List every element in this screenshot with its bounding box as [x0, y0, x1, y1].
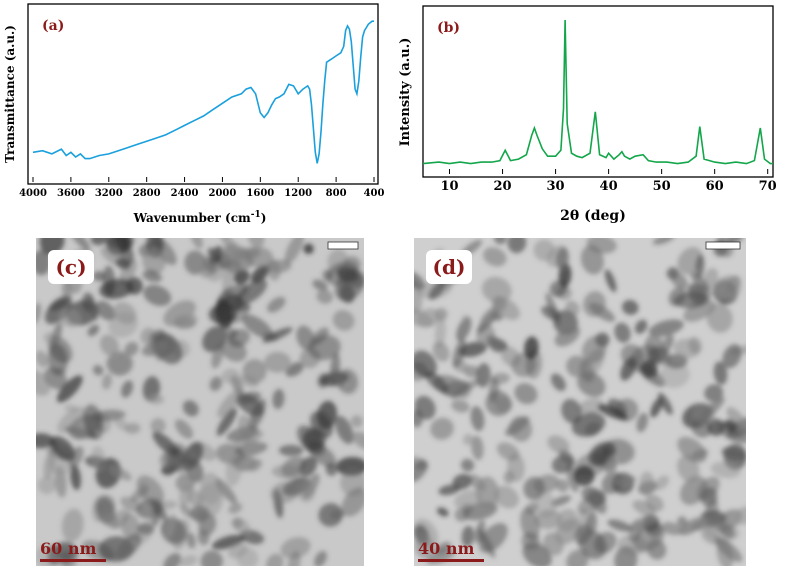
tem-image-c: (c) 60 nm: [25, 222, 375, 572]
ftir-chart: 4000 3600 3200 2800 2400 2000 1600 1200 800 400 (…: [3, 3, 384, 225]
xrd-series-line: [422, 19, 773, 165]
tem-micrograph-c: [25, 222, 375, 572]
ftir-x-tick-label: 2000: [209, 188, 237, 199]
scale-bar-label-d: 40 nm: [418, 539, 475, 558]
xrd-x-tick-label: 50: [653, 179, 671, 194]
ftir-x-tick-label: 1200: [284, 188, 312, 199]
panel-label-c: (c): [48, 250, 94, 284]
ftir-x-tick-label: 3600: [57, 188, 85, 199]
ftir-chart-panel: 4000 3600 3200 2800 2400 2000 1600 1200 800 400 (…: [0, 0, 393, 232]
xrd-x-tick-label: 70: [759, 179, 777, 194]
scale-bar-label-c: 60 nm: [40, 539, 97, 558]
ftir-x-tick-label: 3200: [95, 188, 123, 199]
mini-scale-box-c: [327, 241, 359, 250]
mini-scale-box-d: [705, 241, 741, 250]
xrd-x-tick-label: 10: [440, 179, 458, 194]
ftir-x-tick-label: 4000: [19, 188, 47, 199]
xrd-x-tick-label: 60: [706, 179, 724, 194]
ftir-x-tick-label: 2800: [133, 188, 161, 199]
xrd-x-tick-label: 40: [600, 179, 618, 194]
xrd-x-ticks: 10 20 30 40 50 60 70: [440, 169, 777, 194]
ftir-plot-frame: [27, 3, 379, 185]
ftir-x-tick-label: 1600: [246, 188, 274, 199]
ftir-x-axis-label: Wavenumber (cm-1): [133, 210, 267, 225]
ftir-x-ticks: 4000 3600 3200 2800 2400 2000 1600 1200 800 400: [19, 177, 384, 199]
tem-micrograph-d: [401, 231, 760, 572]
ftir-x-tick-label: 800: [326, 188, 347, 199]
scale-bar-d: [418, 559, 484, 562]
panel-label-d: (d): [426, 250, 472, 284]
panel-label-b: (b): [437, 20, 460, 36]
ftir-y-axis-label: Transmittance (a.u.): [3, 25, 17, 163]
xrd-plot-frame: [422, 5, 774, 178]
ftir-x-tick-label: 400: [364, 188, 385, 199]
xrd-chart: 10 20 30 40 50 60 70 (b) 2θ (deg) Intensity (a…: [398, 5, 777, 224]
xrd-y-axis-label: Intensity (a.u.): [398, 38, 413, 147]
ftir-series-line: [32, 20, 374, 164]
scale-bar-c: [40, 559, 106, 562]
xrd-x-tick-label: 20: [493, 179, 511, 194]
tem-image-d: (d) 40 nm: [401, 231, 760, 572]
xrd-chart-panel: 10 20 30 40 50 60 70 (b) 2θ (deg) Intensity (a…: [393, 0, 786, 232]
xrd-x-axis-label: 2θ (deg): [560, 208, 626, 224]
ftir-x-tick-label: 2400: [171, 188, 199, 199]
xrd-x-tick-label: 30: [547, 179, 565, 194]
panel-label-a: (a): [42, 18, 64, 34]
